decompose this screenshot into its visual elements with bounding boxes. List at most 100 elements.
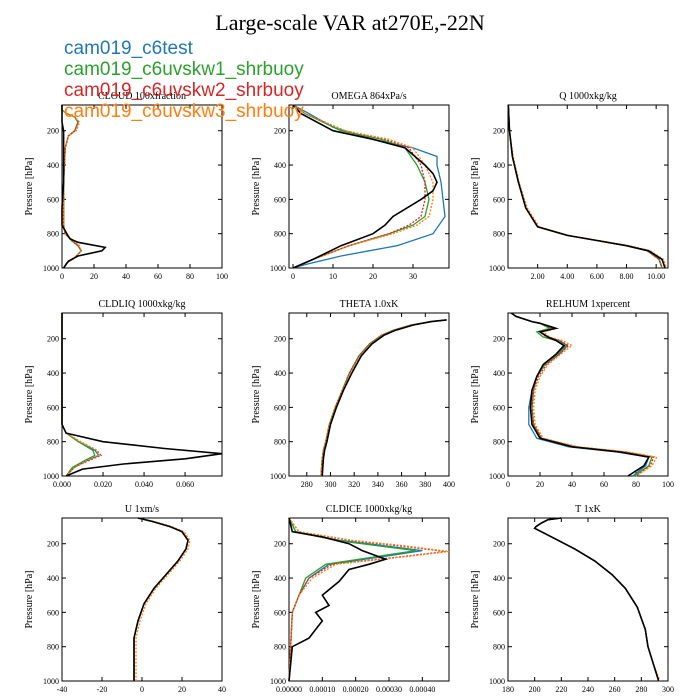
x-tick-label: 10.00 bbox=[647, 272, 665, 281]
x-tick-label: 40 bbox=[218, 685, 226, 694]
y-tick-label: 600 bbox=[274, 403, 286, 412]
y-tick-label: 800 bbox=[47, 230, 59, 239]
x-tick-label: 280 bbox=[635, 685, 647, 694]
y-tick-label: 200 bbox=[47, 335, 59, 344]
x-tick-label: 200 bbox=[529, 685, 541, 694]
y-tick-label: 800 bbox=[274, 230, 286, 239]
x-tick-label: 340 bbox=[372, 480, 384, 489]
series-line-2 bbox=[533, 517, 660, 682]
reference-line bbox=[321, 319, 447, 477]
y-tick-label: 200 bbox=[47, 127, 59, 136]
y-tick-label: 1000 bbox=[489, 677, 505, 686]
panel-title: OMEGA 864xPa/s bbox=[331, 91, 406, 102]
series-line-3 bbox=[533, 517, 660, 682]
y-tick-label: 400 bbox=[47, 369, 59, 378]
series-line-1 bbox=[533, 517, 660, 682]
panel-8: CLDICE 1000xkg/kg Pressure [hPa] 200 400 600… bbox=[251, 504, 450, 694]
y-tick-label: 600 bbox=[47, 608, 59, 617]
series-line-2 bbox=[133, 517, 189, 681]
reference-line bbox=[510, 312, 651, 477]
y-tick-label: 200 bbox=[493, 540, 505, 549]
panel-title: T 1xK bbox=[575, 504, 601, 515]
panel-title: CLDICE 1000xkg/kg bbox=[326, 504, 412, 515]
y-tick-label: 400 bbox=[47, 161, 59, 170]
panel-frame bbox=[61, 104, 223, 269]
y-tick-label: 200 bbox=[274, 335, 286, 344]
y-tick-label: 200 bbox=[274, 127, 286, 136]
x-tick-label: 0 bbox=[291, 272, 295, 281]
series-line-2 bbox=[288, 517, 416, 682]
y-tick-label: 400 bbox=[47, 574, 59, 583]
panel-4: CLDLIQ 1000xkg/kg Pressure [hPa] 200 400 600… bbox=[24, 299, 223, 489]
series-line-1 bbox=[133, 517, 189, 681]
x-tick-label: 0.040 bbox=[135, 480, 153, 489]
legend-item-2: cam019_c6uvskw1_shrbuoy bbox=[64, 59, 304, 80]
y-tick-label: 600 bbox=[493, 608, 505, 617]
x-tick-label: 2.00 bbox=[531, 272, 545, 281]
y-tick-label: 1000 bbox=[43, 264, 59, 273]
panel-frame bbox=[288, 517, 450, 682]
x-tick-label: 0.00000 bbox=[276, 685, 302, 694]
x-tick-label: 20 bbox=[369, 272, 377, 281]
y-axis-label: Pressure [hPa] bbox=[24, 365, 35, 423]
y-tick-label: 800 bbox=[493, 230, 505, 239]
y-tick-label: 1000 bbox=[43, 677, 59, 686]
series-line-3 bbox=[507, 104, 663, 269]
reference-line bbox=[133, 517, 189, 681]
y-tick-label: 400 bbox=[274, 161, 286, 170]
y-tick-label: 800 bbox=[274, 438, 286, 447]
panel-title: Q 1000xkg/kg bbox=[559, 91, 617, 102]
y-tick-label: 600 bbox=[274, 195, 286, 204]
x-tick-label: 0.00010 bbox=[309, 685, 335, 694]
x-tick-label: 0.060 bbox=[176, 480, 194, 489]
x-tick-label: 10 bbox=[329, 272, 337, 281]
x-tick-label: 60 bbox=[154, 272, 162, 281]
panel-frame bbox=[288, 104, 450, 269]
panel-1: CLOUD 100xfraction Pressure [hPa] 200 400 60… bbox=[24, 91, 228, 281]
series-line-4 bbox=[320, 319, 447, 477]
reference-line bbox=[61, 313, 223, 477]
panel-frame bbox=[507, 104, 669, 269]
panel-5: THETA 1.0xK Pressure [hPa] 200 400 600 800 100… bbox=[251, 299, 455, 489]
x-tick-label: 0 bbox=[140, 685, 144, 694]
y-tick-label: 800 bbox=[47, 643, 59, 652]
x-tick-label: 4.00 bbox=[560, 272, 574, 281]
y-tick-label: 400 bbox=[493, 161, 505, 170]
x-tick-label: 260 bbox=[609, 685, 621, 694]
x-tick-label: 20 bbox=[178, 685, 186, 694]
series-line-4 bbox=[292, 104, 434, 269]
y-tick-label: 400 bbox=[493, 369, 505, 378]
series-line-3 bbox=[61, 105, 83, 269]
x-tick-label: 280 bbox=[301, 480, 313, 489]
y-tick-label: 1000 bbox=[270, 677, 286, 686]
y-tick-label: 200 bbox=[47, 540, 59, 549]
legend-item-3: cam019_c6uvskw2_shrbuoy bbox=[64, 80, 304, 101]
x-tick-label: 360 bbox=[396, 480, 408, 489]
series-line-4 bbox=[61, 105, 82, 269]
y-tick-label: 600 bbox=[274, 608, 286, 617]
reference-line bbox=[507, 104, 666, 269]
x-tick-label: 0.00040 bbox=[409, 685, 435, 694]
y-axis-label: Pressure [hPa] bbox=[470, 157, 481, 215]
reference-line bbox=[533, 517, 660, 682]
series-line-2 bbox=[292, 104, 430, 269]
y-axis-label: Pressure [hPa] bbox=[24, 157, 35, 215]
panel-frame bbox=[507, 312, 669, 477]
y-axis-label: Pressure [hPa] bbox=[251, 365, 262, 423]
reference-line bbox=[288, 517, 389, 682]
reference-line bbox=[61, 105, 107, 269]
x-tick-label: -20 bbox=[97, 685, 108, 694]
y-axis-label: Pressure [hPa] bbox=[251, 570, 262, 628]
y-tick-label: 1000 bbox=[43, 472, 59, 481]
y-tick-label: 400 bbox=[274, 574, 286, 583]
y-tick-label: 1000 bbox=[489, 264, 505, 273]
series-line-3 bbox=[288, 517, 446, 682]
x-tick-label: 40 bbox=[122, 272, 130, 281]
y-tick-label: 600 bbox=[47, 195, 59, 204]
panel-title: CLOUD 100xfraction bbox=[98, 91, 186, 102]
y-tick-label: 200 bbox=[493, 127, 505, 136]
series-line-1 bbox=[292, 104, 446, 269]
